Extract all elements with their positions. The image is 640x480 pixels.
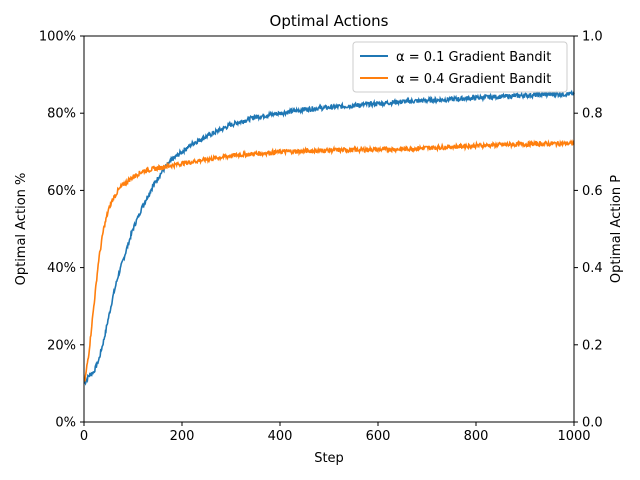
legend: α = 0.1 Gradient Bandit α = 0.4 Gradient… [352,41,568,93]
y2-tick-label: 0.8 [582,107,603,122]
y-axis-right: 0.0 0.2 0.4 0.6 0.8 1.0 [574,30,603,431]
y2-tick-label: 0.0 [582,416,603,431]
y-tick-label: 20% [47,338,76,353]
x-tick-label: 600 [366,429,391,444]
x-axis: 0 200 400 600 800 1000 [80,422,591,444]
x-axis-label: Step [314,451,344,466]
y-tick-label: 40% [47,261,76,276]
legend-box [352,41,568,93]
x-tick-label: 800 [464,429,489,444]
y2-tick-label: 0.2 [582,338,603,353]
legend-label-series-2: α = 0.4 Gradient Bandit [396,72,551,87]
y-tick-label: 60% [47,184,76,199]
series-line-1 [83,89,575,386]
y-tick-label: 80% [47,107,76,122]
y2-tick-label: 0.4 [582,261,603,276]
series-layer [83,89,575,386]
y-axis-left: 0% 20% 40% 60% 80% 100% [39,30,84,431]
series-line-2 [83,139,575,382]
x-tick-label: 400 [268,429,293,444]
y2-tick-label: 1.0 [582,30,603,45]
x-tick-label: 1000 [557,429,590,444]
y-axis-label: Optimal Action % [14,173,29,286]
legend-label-series-1: α = 0.1 Gradient Bandit [396,50,551,65]
plot-frame [83,35,575,423]
x-tick-label: 0 [80,429,88,444]
y2-axis-label: Optimal Action P [609,175,624,283]
chart-title: Optimal Actions [270,12,389,30]
y-tick-label: 100% [39,30,76,45]
y2-tick-label: 0.6 [582,184,603,199]
x-tick-label: 200 [170,429,195,444]
y-tick-label: 0% [55,416,76,431]
